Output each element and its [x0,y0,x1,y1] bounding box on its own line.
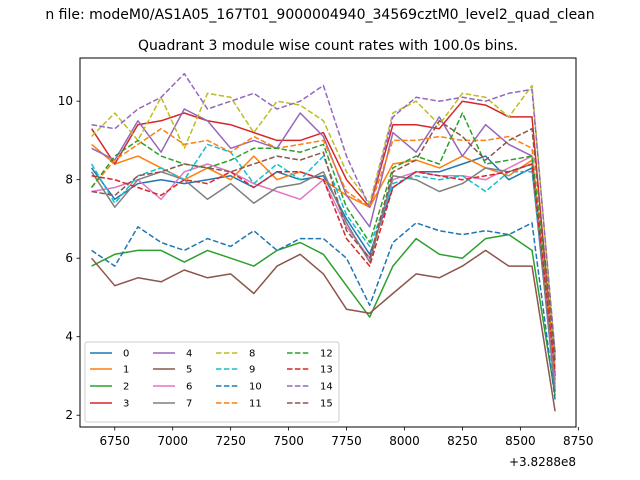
series-line-14 [91,72,556,353]
legend-label-15: 15 [320,399,333,410]
chart-title: Quadrant 3 module wise count rates with … [138,38,518,54]
legend-label-8: 8 [249,349,255,360]
legend-label-4: 4 [186,349,192,360]
x-axis: 6750 7000 7250 7500 7750 8000 8250 8500 8750 [99,427,594,448]
series-line-0 [90,155,556,392]
legend-label-12: 12 [320,349,333,360]
series-line-9 [90,143,556,365]
x-offset-label: +3.8288e8 [509,455,576,469]
y-tick-label-4: 4 [65,330,73,344]
y-axis: 2 4 6 8 10 [58,94,80,422]
legend-label-5: 5 [186,365,192,376]
legend-label-3: 3 [123,399,129,410]
y-tick-label-8: 8 [65,173,73,187]
x-tick-label-8000: 8000 [389,434,420,448]
axes-frame [79,57,577,428]
y-tick-label-10: 10 [58,94,73,108]
legend-label-10: 10 [249,382,262,393]
series-line-5 [91,249,556,412]
x-tick-label-7500: 7500 [273,434,304,448]
plot-area [90,72,556,412]
series-line-13 [91,163,556,373]
series-line-7 [90,163,556,392]
series-line-15 [91,120,556,361]
x-tick-label-7250: 7250 [215,434,246,448]
legend-label-7: 7 [186,399,192,410]
series-line-12 [90,112,556,353]
series-line-2 [91,233,556,396]
legend-box [84,341,340,423]
legend-label-13: 13 [320,365,333,376]
legend-label-11: 11 [249,399,262,410]
x-tick-label-8500: 8500 [505,434,536,448]
legend-label-6: 6 [186,382,192,393]
legend-label-2: 2 [123,382,129,393]
series-line-11 [91,127,556,369]
x-tick-label-7000: 7000 [157,434,188,448]
x-tick-label-6750: 6750 [99,434,130,448]
series-line-3 [90,100,556,377]
x-tick-label-8250: 8250 [447,434,478,448]
series-line-8 [91,84,556,357]
x-tick-label-8750: 8750 [563,434,594,448]
y-tick-label-2: 2 [65,408,73,422]
figure-title: n file: modeM0/AS1A05_167T01_9000004940_… [45,7,594,23]
legend-label-1: 1 [123,365,129,376]
x-tick-label-7750: 7750 [331,434,362,448]
legend-label-14: 14 [320,382,333,393]
legend-label-9: 9 [249,365,255,376]
series-line-4 [91,108,556,380]
legend-label-0: 0 [123,349,129,360]
y-tick-label-6: 6 [65,251,73,265]
